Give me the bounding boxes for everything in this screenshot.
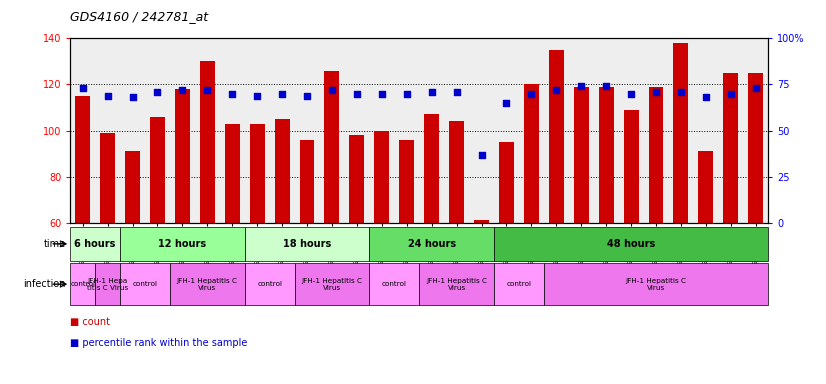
Bar bbox=[244, 263, 295, 305]
Point bbox=[525, 91, 538, 97]
Point bbox=[425, 89, 439, 95]
Point bbox=[450, 89, 463, 95]
Text: infection: infection bbox=[24, 279, 66, 289]
Bar bbox=[274, 119, 290, 223]
Bar bbox=[548, 50, 564, 223]
Text: 48 hours: 48 hours bbox=[607, 239, 655, 249]
Point bbox=[475, 151, 488, 157]
Bar bbox=[419, 263, 494, 305]
Point bbox=[500, 100, 513, 106]
Bar bbox=[494, 263, 544, 305]
Text: control: control bbox=[70, 281, 95, 287]
Bar bbox=[225, 124, 240, 223]
Bar bbox=[125, 151, 140, 223]
Text: JFH-1 Hepatitis C
Virus: JFH-1 Hepatitis C Virus bbox=[625, 278, 686, 291]
Bar bbox=[724, 73, 738, 223]
Bar bbox=[369, 263, 420, 305]
Bar bbox=[374, 131, 389, 223]
Text: 6 hours: 6 hours bbox=[74, 239, 116, 249]
Bar bbox=[70, 227, 120, 261]
Text: ■ count: ■ count bbox=[70, 317, 110, 327]
Point bbox=[276, 91, 289, 97]
Bar bbox=[544, 263, 768, 305]
Point bbox=[674, 89, 687, 95]
Text: JFH-1 Hepa
titis C Virus: JFH-1 Hepa titis C Virus bbox=[87, 278, 128, 291]
Bar bbox=[150, 117, 165, 223]
Bar bbox=[449, 121, 464, 223]
Point bbox=[126, 94, 139, 101]
Point bbox=[375, 91, 388, 97]
Point bbox=[575, 83, 588, 89]
Bar bbox=[325, 71, 339, 223]
Bar bbox=[524, 84, 539, 223]
Text: 12 hours: 12 hours bbox=[159, 239, 206, 249]
Point bbox=[250, 93, 263, 99]
Bar bbox=[748, 73, 763, 223]
Bar bbox=[100, 133, 115, 223]
Bar bbox=[175, 89, 190, 223]
Point bbox=[350, 91, 363, 97]
Point bbox=[101, 93, 114, 99]
Point bbox=[176, 87, 189, 93]
Text: JFH-1 Hepatitis C
Virus: JFH-1 Hepatitis C Virus bbox=[177, 278, 238, 291]
Point bbox=[225, 91, 239, 97]
Bar bbox=[70, 263, 95, 305]
Point bbox=[151, 89, 164, 95]
Text: time: time bbox=[44, 239, 66, 249]
Bar bbox=[624, 110, 638, 223]
Bar bbox=[699, 151, 714, 223]
Text: 18 hours: 18 hours bbox=[282, 239, 331, 249]
Bar bbox=[673, 43, 688, 223]
Bar bbox=[200, 61, 215, 223]
Bar bbox=[574, 87, 589, 223]
Bar bbox=[120, 263, 170, 305]
Text: control: control bbox=[257, 281, 282, 287]
Bar bbox=[75, 96, 90, 223]
Text: JFH-1 Hepatitis C
Virus: JFH-1 Hepatitis C Virus bbox=[301, 278, 363, 291]
Point bbox=[700, 94, 713, 101]
Point bbox=[649, 89, 662, 95]
Text: 24 hours: 24 hours bbox=[407, 239, 456, 249]
Bar bbox=[295, 263, 369, 305]
Bar bbox=[599, 87, 614, 223]
Text: ■ percentile rank within the sample: ■ percentile rank within the sample bbox=[70, 338, 248, 348]
Bar bbox=[399, 140, 414, 223]
Text: control: control bbox=[132, 281, 158, 287]
Point bbox=[724, 91, 738, 97]
Bar bbox=[349, 135, 364, 223]
Bar bbox=[425, 114, 439, 223]
Bar bbox=[120, 227, 244, 261]
Point bbox=[76, 85, 89, 91]
Bar bbox=[300, 140, 315, 223]
Point bbox=[749, 85, 762, 91]
Text: JFH-1 Hepatitis C
Virus: JFH-1 Hepatitis C Virus bbox=[426, 278, 487, 291]
Point bbox=[549, 87, 563, 93]
Bar bbox=[249, 124, 264, 223]
Point bbox=[624, 91, 638, 97]
Text: control: control bbox=[382, 281, 406, 287]
Point bbox=[301, 93, 314, 99]
Point bbox=[325, 87, 339, 93]
Text: GDS4160 / 242781_at: GDS4160 / 242781_at bbox=[70, 10, 208, 23]
Text: control: control bbox=[506, 281, 531, 287]
Bar bbox=[499, 142, 514, 223]
Bar bbox=[170, 263, 244, 305]
Point bbox=[600, 83, 613, 89]
Bar bbox=[244, 227, 369, 261]
Bar bbox=[494, 227, 768, 261]
Bar bbox=[95, 263, 120, 305]
Bar bbox=[474, 220, 489, 223]
Bar bbox=[648, 87, 663, 223]
Point bbox=[201, 87, 214, 93]
Bar bbox=[369, 227, 494, 261]
Point bbox=[400, 91, 413, 97]
